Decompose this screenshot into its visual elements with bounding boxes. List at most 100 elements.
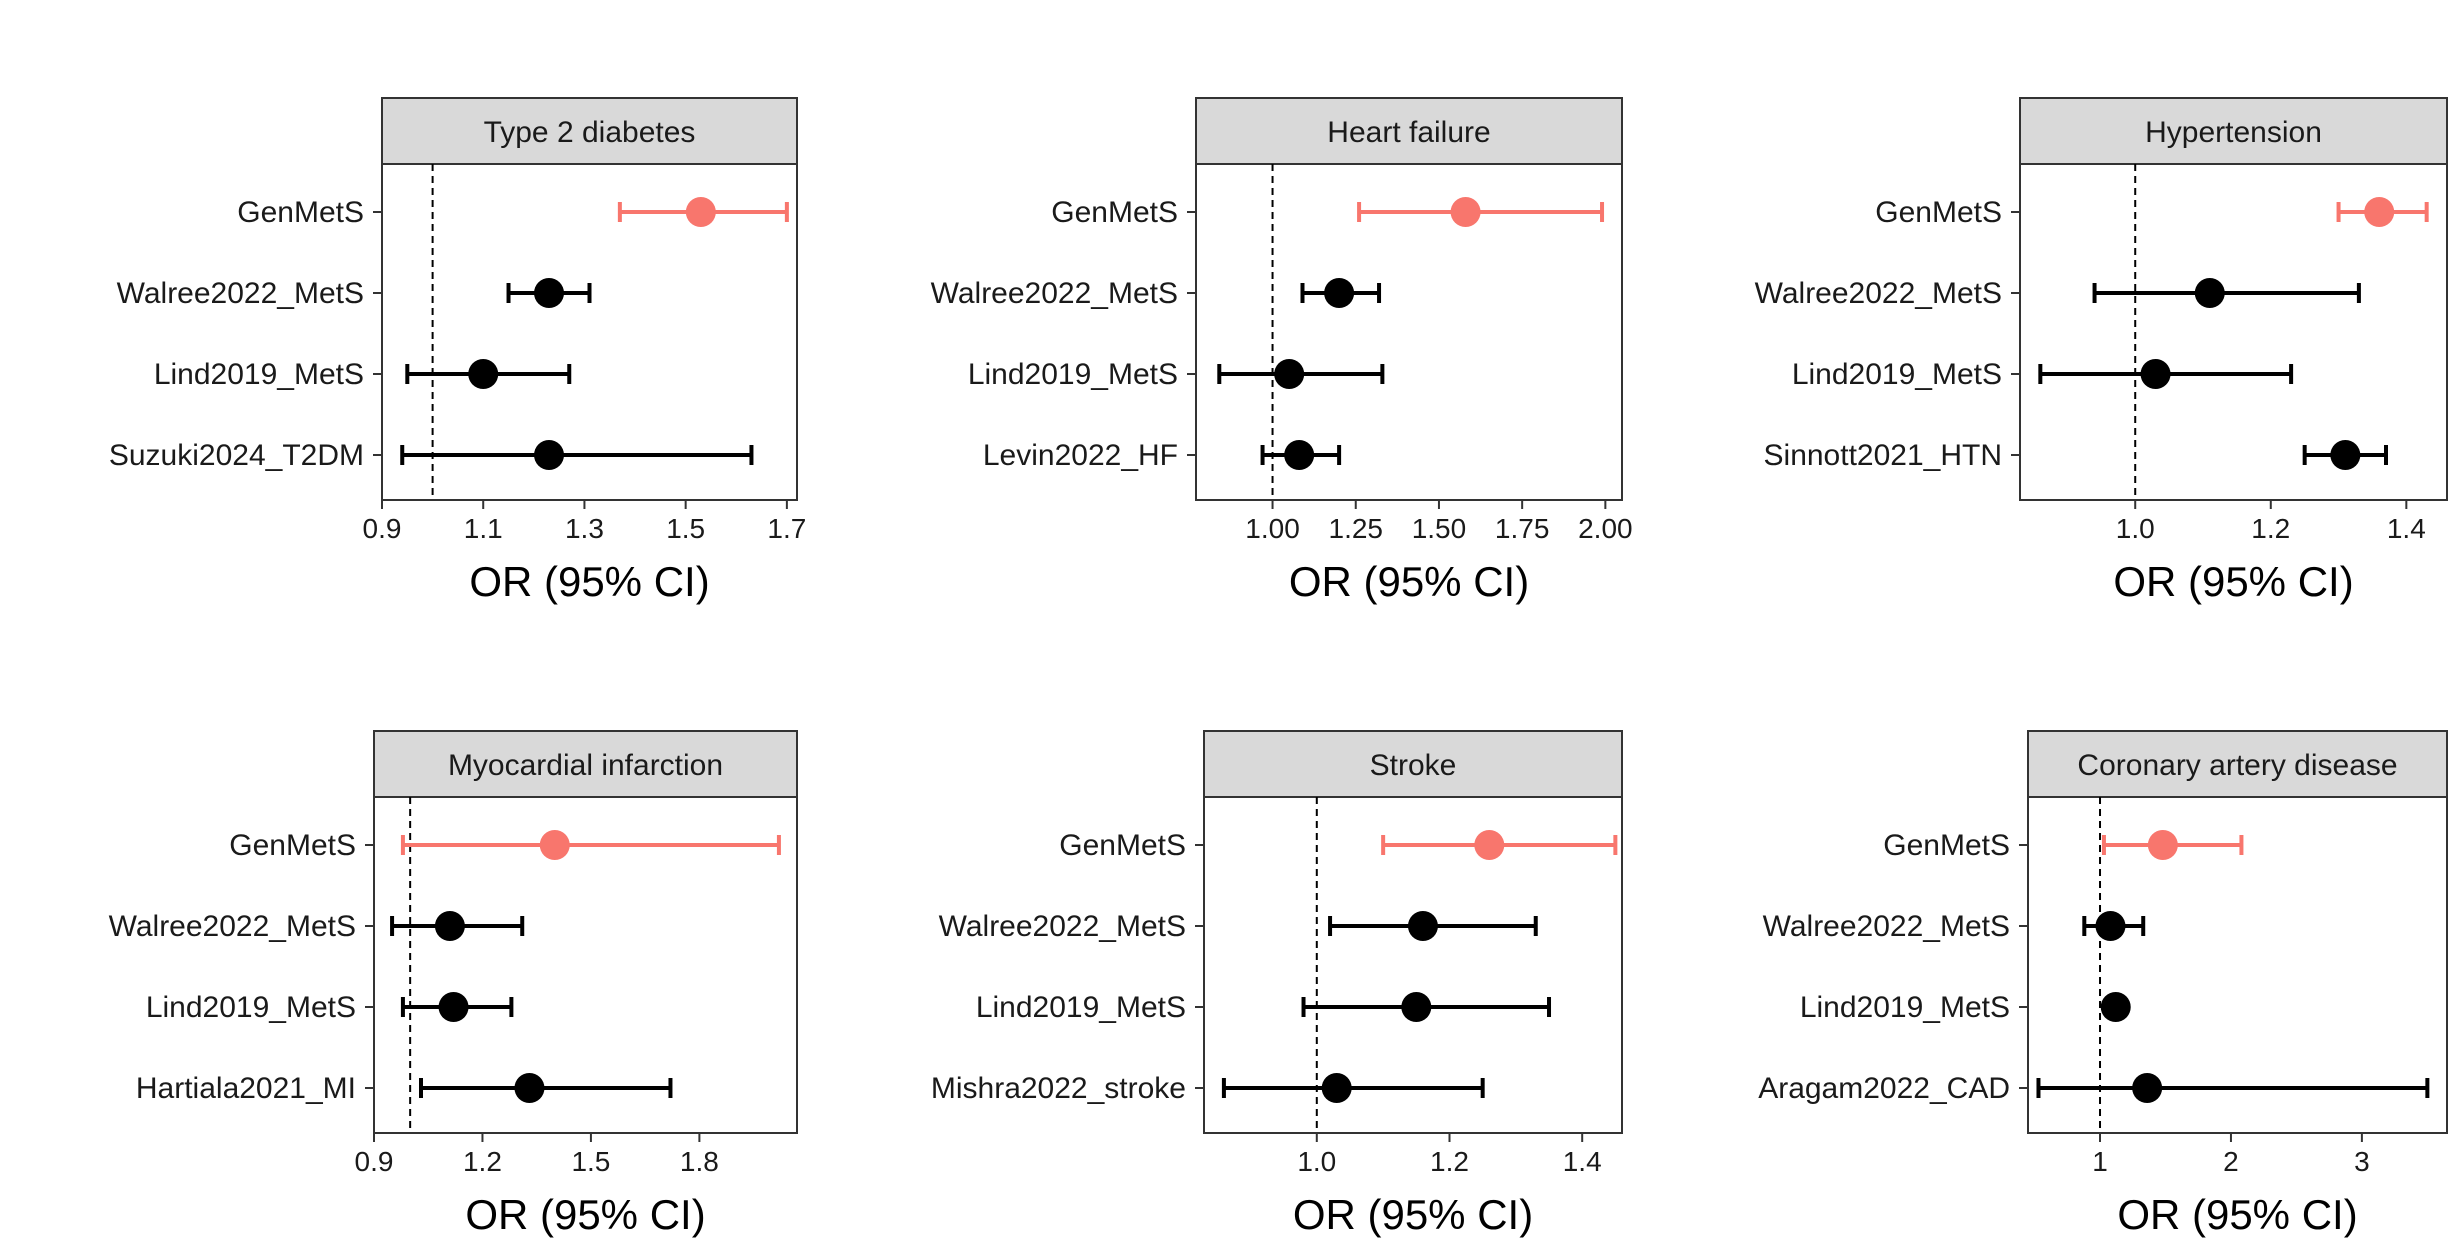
study-label: Walree2022_MetS	[939, 910, 1186, 943]
x-tick-label: 1.7	[767, 513, 806, 544]
or-point	[534, 278, 565, 308]
or-point	[514, 1073, 545, 1103]
study-label: Lind2019_MetS	[968, 358, 1178, 391]
panel-border	[373, 796, 798, 1134]
study-label: Aragam2022_CAD	[1758, 1072, 2010, 1105]
or-point	[1474, 830, 1505, 860]
x-tick-label: 1.00	[1245, 513, 1300, 544]
or-point	[685, 197, 716, 227]
study-label: Sinnott2021_HTN	[1764, 439, 2002, 472]
panel-border	[1195, 163, 1623, 501]
x-tick-label: 1.5	[666, 513, 705, 544]
x-tick-label: 1	[2092, 1146, 2108, 1177]
x-tick-label: 1.4	[2387, 513, 2426, 544]
x-axis-title: OR (95% CI)	[2117, 1191, 2357, 1238]
x-axis-title: OR (95% CI)	[465, 1191, 705, 1238]
study-label: Walree2022_MetS	[931, 277, 1178, 310]
or-point	[1407, 911, 1438, 941]
x-tick-label: 1.25	[1329, 513, 1384, 544]
or-point	[1401, 992, 1432, 1022]
study-label: Walree2022_MetS	[117, 277, 364, 310]
x-tick-label: 1.75	[1495, 513, 1550, 544]
x-axis-title: OR (95% CI)	[2113, 558, 2353, 605]
study-label: Lind2019_MetS	[146, 991, 356, 1024]
study-label: GenMetS	[237, 196, 364, 229]
x-tick-label: 1.4	[1563, 1146, 1602, 1177]
study-label: Hartiala2021_MI	[136, 1072, 356, 1105]
or-point	[2095, 911, 2126, 941]
x-tick-label: 2	[2223, 1146, 2239, 1177]
forest-panel: Type 2 diabetes GenMetS Walree2022_MetS Lin…	[109, 97, 806, 605]
study-label: Levin2022_HF	[983, 439, 1178, 472]
x-tick-label: 1.8	[680, 1146, 719, 1177]
or-point	[1274, 359, 1305, 389]
or-point	[539, 830, 570, 860]
panel-border	[2019, 163, 2448, 501]
or-point	[2132, 1073, 2163, 1103]
x-tick-label: 0.9	[355, 1146, 394, 1177]
study-label: Suzuki2024_T2DM	[109, 439, 364, 472]
or-point	[2194, 278, 2225, 308]
x-axis-title: OR (95% CI)	[1293, 1191, 1533, 1238]
x-tick-label: 1.2	[463, 1146, 502, 1177]
x-tick-label: 1.0	[2116, 513, 2155, 544]
x-tick-label: 1.2	[2251, 513, 2290, 544]
panel-title: Coronary artery disease	[2077, 749, 2397, 782]
or-point	[434, 911, 465, 941]
forest-panel: Stroke GenMetS Walree2022_MetS Lind2019_Met…	[931, 730, 1623, 1238]
study-label: GenMetS	[1883, 829, 2010, 862]
forest-panel: Myocardial infarction GenMetS Walree2022_M…	[109, 730, 798, 1238]
x-axis-title: OR (95% CI)	[469, 558, 709, 605]
study-label: Lind2019_MetS	[1800, 991, 2010, 1024]
study-label: Mishra2022_stroke	[931, 1072, 1186, 1105]
or-point	[438, 992, 469, 1022]
panel-strip	[1203, 730, 1623, 798]
study-label: GenMetS	[1875, 196, 2002, 229]
or-point	[534, 440, 565, 470]
or-point	[2140, 359, 2171, 389]
forest-panel: Hypertension GenMetS Walree2022_MetS Lind20…	[1755, 97, 2448, 605]
study-label: Walree2022_MetS	[1763, 910, 2010, 943]
x-tick-label: 1.1	[464, 513, 503, 544]
forest-panel: Heart failure GenMetS Walree2022_MetS Lind2…	[931, 97, 1633, 605]
panel-strip	[2027, 730, 2448, 798]
forest-panel: Coronary artery disease GenMetS Walree2022…	[1758, 730, 2448, 1238]
x-tick-label: 1.5	[571, 1146, 610, 1177]
study-label: GenMetS	[1051, 196, 1178, 229]
panel-strip	[373, 730, 798, 798]
study-label: Lind2019_MetS	[154, 358, 364, 391]
study-label: GenMetS	[1059, 829, 1186, 862]
or-point	[2364, 197, 2395, 227]
or-point	[2330, 440, 2361, 470]
panel-title: Stroke	[1370, 749, 1457, 782]
or-point	[468, 359, 499, 389]
panel-title: Heart failure	[1327, 116, 1490, 149]
or-point	[1321, 1073, 1352, 1103]
or-point	[2100, 992, 2131, 1022]
study-label: Walree2022_MetS	[1755, 277, 2002, 310]
panel-title: Hypertension	[2145, 116, 2322, 149]
x-tick-label: 0.9	[363, 513, 402, 544]
panel-title: Type 2 diabetes	[484, 116, 696, 149]
x-tick-label: 1.3	[565, 513, 604, 544]
study-label: Lind2019_MetS	[1792, 358, 2002, 391]
x-tick-label: 1.2	[1430, 1146, 1469, 1177]
panel-title: Myocardial infarction	[448, 749, 723, 782]
study-label: Walree2022_MetS	[109, 910, 356, 943]
or-point	[1284, 440, 1315, 470]
study-label: GenMetS	[229, 829, 356, 862]
or-point	[2147, 830, 2178, 860]
x-tick-label: 1.0	[1297, 1146, 1336, 1177]
panel-border	[381, 163, 798, 501]
panel-border	[2027, 796, 2448, 1134]
or-point	[1324, 278, 1355, 308]
panel-strip	[381, 97, 798, 165]
or-point	[1450, 197, 1481, 227]
x-tick-label: 2.00	[1578, 513, 1633, 544]
x-axis-title: OR (95% CI)	[1289, 558, 1529, 605]
panel-border	[1203, 796, 1623, 1134]
x-tick-label: 1.50	[1412, 513, 1467, 544]
study-label: Lind2019_MetS	[976, 991, 1186, 1024]
x-tick-label: 3	[2354, 1146, 2370, 1177]
